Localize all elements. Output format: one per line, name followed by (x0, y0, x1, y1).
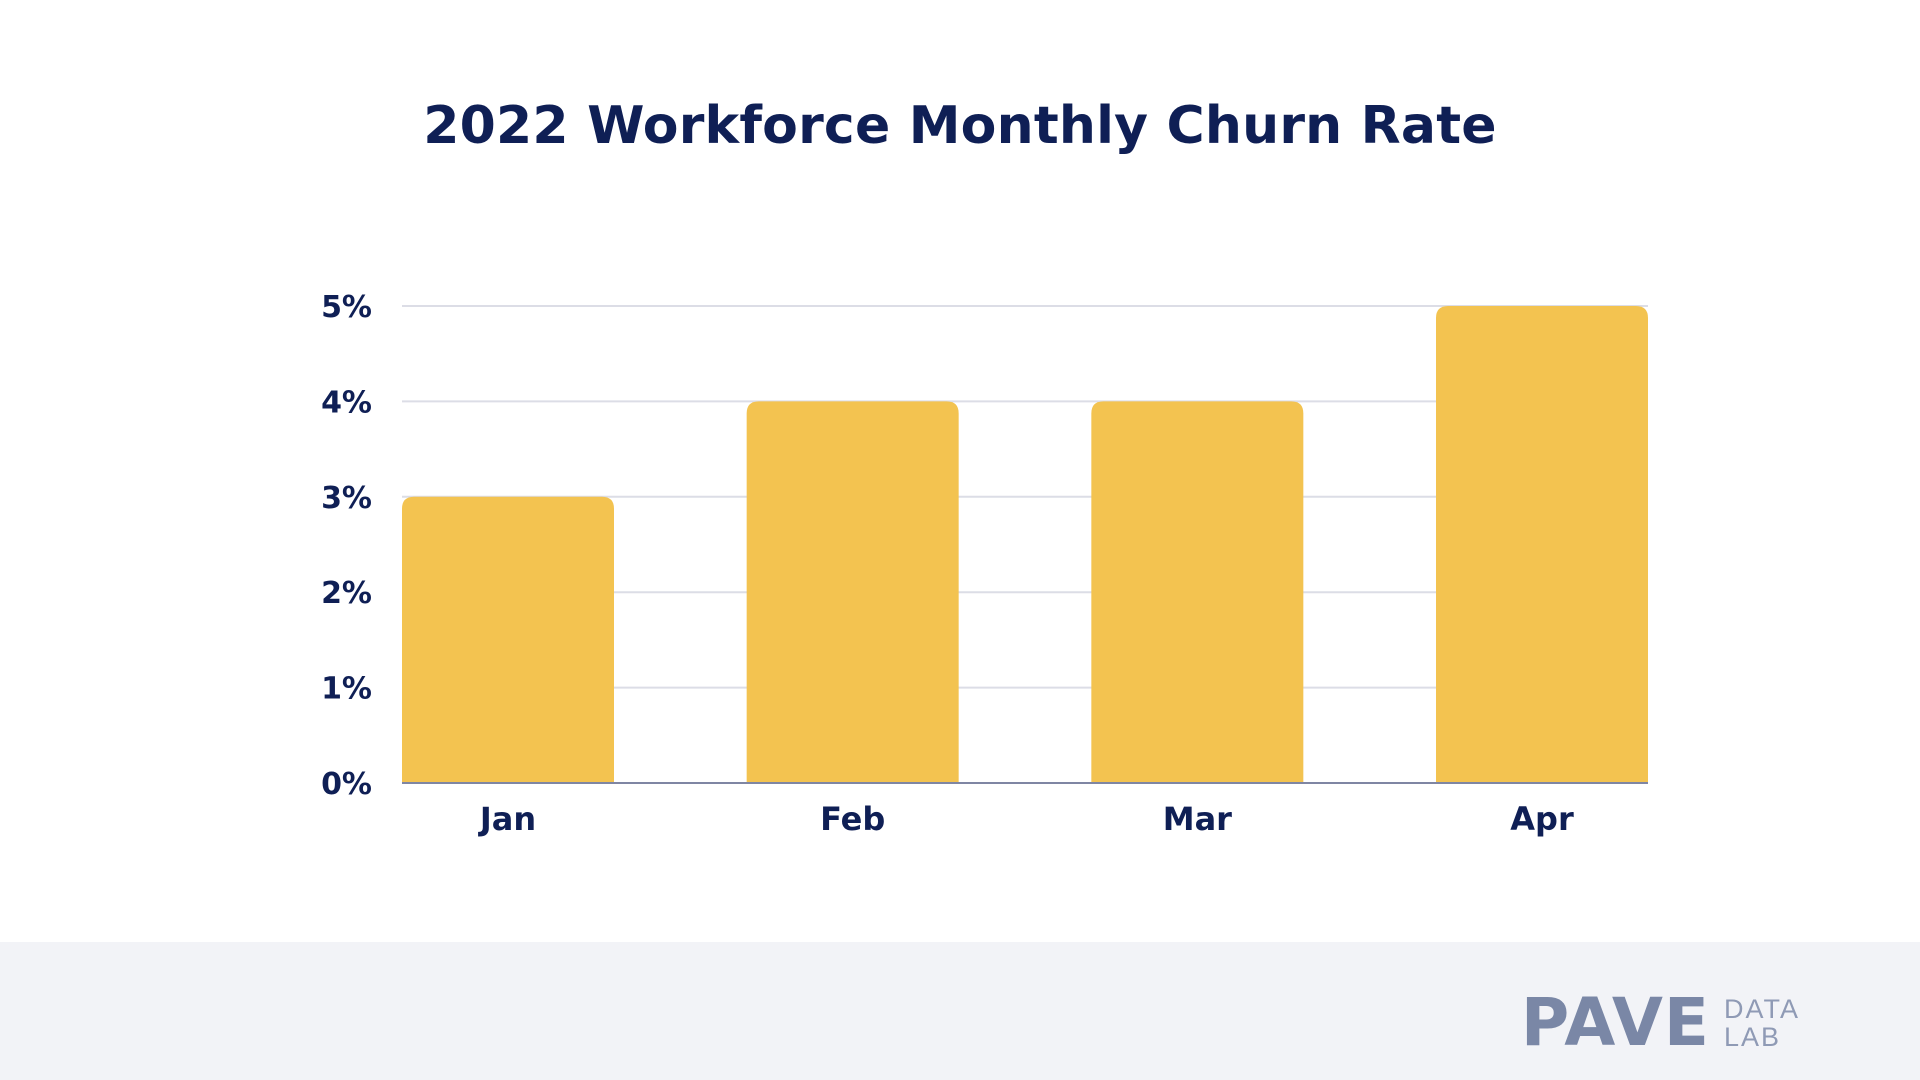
logo-wordmark: PAVE (1520, 984, 1710, 1061)
y-tick-label: 1% (321, 672, 372, 707)
bar-mar (1091, 401, 1304, 783)
logo-subtitle-bottom: LAB (1723, 1022, 1782, 1052)
x-tick-label: Jan (478, 800, 536, 838)
logo-subtitle-top: DATA (1723, 993, 1800, 1024)
y-tick-label: 2% (321, 576, 372, 611)
x-tick-label: Mar (1163, 800, 1232, 838)
chart-title: 2022 Workforce Monthly Churn Rate (423, 96, 1497, 156)
logo-subtitle: DATA LAB (1723, 993, 1800, 1052)
pave-data-lab-logo: PAVE DATA LAB (1521, 990, 1800, 1056)
bar-apr (1436, 306, 1648, 783)
bar-chart: 0% 1% 2% 3% 4% 5% Jan Feb Mar Apr (321, 290, 1648, 838)
y-tick-label: 0% (321, 767, 372, 802)
x-tick-label: Apr (1510, 800, 1574, 838)
x-tick-label: Feb (820, 800, 885, 838)
bar-jan (402, 496, 614, 783)
y-tick-label: 4% (321, 385, 372, 420)
y-tick-label: 5% (321, 290, 372, 325)
y-tick-label: 3% (321, 481, 372, 516)
bar-feb (746, 401, 959, 783)
footer: PAVE DATA LAB (0, 942, 1920, 1080)
